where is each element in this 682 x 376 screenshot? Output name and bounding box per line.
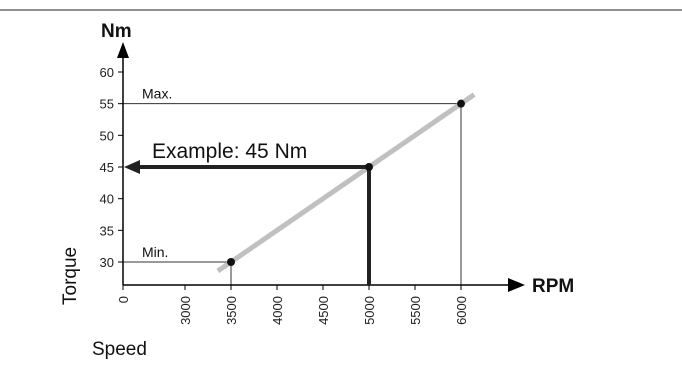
min-label: Min. — [142, 244, 168, 260]
y-tick-label: 45 — [100, 160, 114, 175]
y-tick-label: 55 — [100, 97, 114, 112]
x-tick-label: 4500 — [316, 296, 331, 325]
x-tick-label: 5500 — [408, 296, 423, 325]
y-unit-label: Nm — [101, 21, 132, 42]
example-point — [365, 163, 373, 171]
y-tick-label: 50 — [100, 128, 114, 143]
y-tick-label: 60 — [100, 65, 114, 80]
max-point — [457, 99, 465, 108]
torque-line — [216, 92, 476, 274]
x-tick-label: 4000 — [270, 296, 285, 325]
y-axis-title: Torque — [60, 247, 81, 305]
x-tick-label: 5000 — [362, 296, 377, 325]
x-axis-title: Speed — [92, 339, 147, 360]
x-tick-label: 3000 — [178, 296, 193, 325]
x-unit-label: RPM — [532, 276, 574, 297]
min-point — [227, 258, 235, 266]
x-tick-label: 0 — [116, 296, 131, 303]
x-axis-arrow-icon — [508, 278, 525, 292]
y-tick-label: 40 — [100, 192, 114, 207]
example-label: Example: 45 Nm — [152, 140, 307, 163]
y-axis-arrow-icon — [117, 42, 129, 58]
y-tick-label: 35 — [100, 223, 114, 238]
example-arrow-icon — [124, 160, 140, 174]
x-tick-label: 6000 — [454, 296, 469, 325]
max-label: Max. — [142, 86, 172, 102]
x-tick-label: 3500 — [224, 296, 239, 325]
y-tick-label: 30 — [100, 255, 114, 270]
